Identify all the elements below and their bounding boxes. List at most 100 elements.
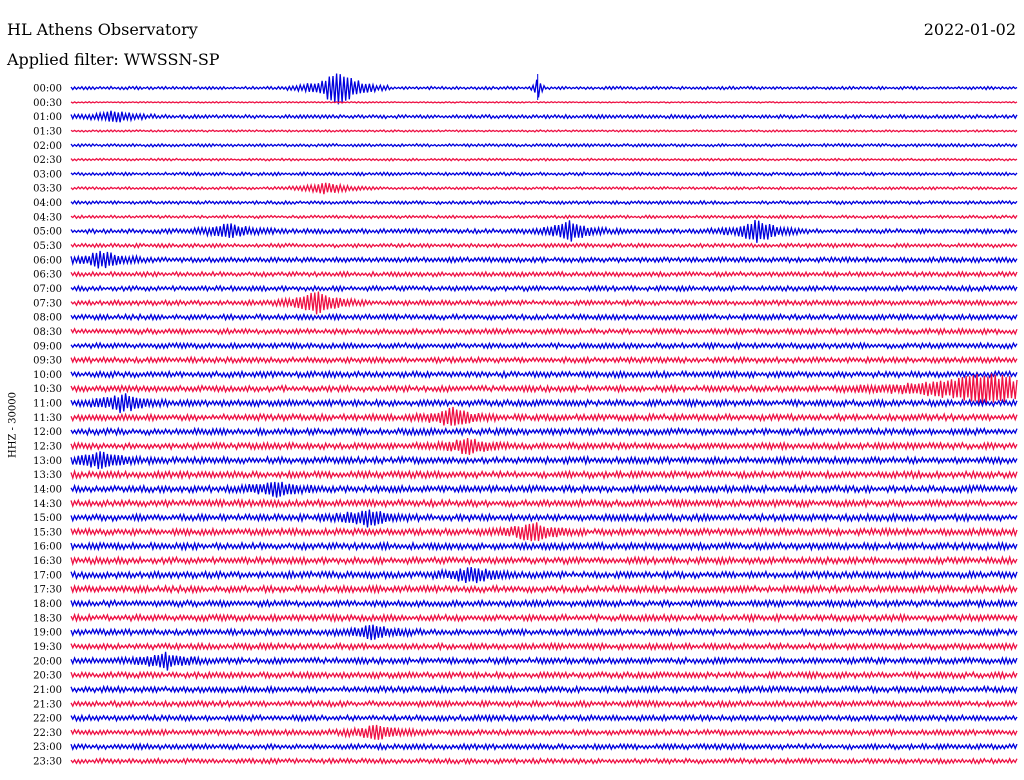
- row-time-label: 17:30: [33, 585, 62, 596]
- row-time-label: 10:30: [33, 384, 62, 395]
- filter-label: Applied filter: WWSSN-SP: [7, 50, 220, 69]
- row-time-label: 20:00: [33, 656, 62, 667]
- row-time-label: 16:30: [33, 556, 62, 567]
- row-time-label: 20:30: [33, 671, 62, 682]
- trace-row: [70, 182, 1018, 195]
- trace-row: [70, 250, 1018, 269]
- trace-row: [70, 724, 1018, 740]
- trace-row: [70, 438, 1018, 455]
- trace-row: [70, 583, 1018, 595]
- row-time-label: 05:00: [33, 227, 62, 238]
- trace-row: [70, 641, 1018, 652]
- trace-group: [70, 73, 1018, 766]
- row-time-label: 08:30: [33, 327, 62, 338]
- trace-row: [70, 242, 1018, 250]
- trace-row: [70, 426, 1018, 438]
- trace-row: [70, 100, 1018, 104]
- trace-row: [70, 756, 1018, 766]
- trace-row: [70, 170, 1018, 177]
- row-time-label: 08:00: [33, 313, 62, 324]
- trace-row: [70, 540, 1018, 552]
- row-time-label: 01:30: [33, 126, 62, 137]
- trace-row: [70, 497, 1018, 509]
- row-time-label: 05:30: [33, 241, 62, 252]
- trace-row: [70, 670, 1018, 681]
- trace-row: [70, 157, 1018, 162]
- trace-row: [70, 713, 1018, 723]
- row-time-label: 17:00: [33, 570, 62, 581]
- trace-row: [70, 742, 1018, 752]
- row-time-label: 02:30: [33, 155, 62, 166]
- row-time-label: 21:30: [33, 699, 62, 710]
- trace-row: [70, 406, 1018, 426]
- trace-row: [70, 509, 1018, 528]
- row-time-label: 18:30: [33, 613, 62, 624]
- row-time-label: 23:30: [33, 757, 62, 768]
- row-label-group: 00:00 00:30 01:00 01:30 02:00 02:30 03:00 03:30…: [33, 84, 62, 768]
- trace-row: [70, 451, 1018, 470]
- row-time-label: 01:00: [33, 112, 62, 123]
- trace-row: [70, 567, 1018, 584]
- row-time-label: 11:00: [33, 399, 62, 410]
- trace-row: [70, 270, 1018, 279]
- row-time-label: 22:00: [33, 714, 62, 725]
- row-time-label: 07:00: [33, 284, 62, 295]
- row-time-label: 15:30: [33, 527, 62, 538]
- row-time-label: 06:00: [33, 255, 62, 266]
- row-time-label: 10:00: [33, 370, 62, 381]
- row-time-label: 11:30: [33, 413, 62, 424]
- trace-row: [70, 326, 1018, 336]
- row-time-label: 07:30: [33, 298, 62, 309]
- trace-row: [70, 73, 1018, 105]
- trace-row: [70, 598, 1018, 609]
- trace-row: [70, 291, 1018, 315]
- row-time-label: 14:00: [33, 484, 62, 495]
- row-time-label: 19:00: [33, 628, 62, 639]
- row-time-label: 14:30: [33, 499, 62, 510]
- trace-row: [70, 110, 1018, 123]
- row-time-label: 23:00: [33, 742, 62, 753]
- trace-row: [70, 214, 1018, 220]
- trace-row: [70, 624, 1018, 641]
- row-time-label: 12:30: [33, 442, 62, 453]
- row-time-label: 19:30: [33, 642, 62, 653]
- row-time-label: 13:30: [33, 470, 62, 481]
- trace-row: [70, 684, 1018, 695]
- row-time-label: 21:00: [33, 685, 62, 696]
- trace-row: [70, 284, 1018, 293]
- trace-row: [70, 481, 1018, 498]
- trace-row: [70, 129, 1018, 133]
- trace-row: [70, 699, 1018, 709]
- row-time-label: 04:00: [33, 198, 62, 209]
- trace-row: [70, 554, 1018, 567]
- row-time-label: 03:00: [33, 169, 62, 180]
- trace-row: [70, 341, 1018, 351]
- row-time-label: 16:00: [33, 542, 62, 553]
- trace-row: [70, 651, 1018, 671]
- trace-row: [70, 142, 1018, 148]
- row-time-label: 13:00: [33, 456, 62, 467]
- trace-row: [70, 199, 1018, 206]
- row-time-label: 12:00: [33, 427, 62, 438]
- trace-row: [70, 355, 1018, 365]
- row-time-label: 02:00: [33, 141, 62, 152]
- row-time-label: 03:30: [33, 184, 62, 195]
- trace-row: [70, 468, 1018, 481]
- trace-row: [70, 220, 1018, 243]
- trace-row: [70, 522, 1018, 542]
- trace-row: [70, 369, 1018, 380]
- row-time-label: 09:00: [33, 341, 62, 352]
- plot-date: 2022-01-02: [923, 20, 1016, 39]
- row-time-label: 15:00: [33, 513, 62, 524]
- trace-row: [70, 373, 1018, 406]
- row-time-label: 22:30: [33, 728, 62, 739]
- row-time-label: 18:00: [33, 599, 62, 610]
- trace-row: [70, 393, 1018, 414]
- trace-row: [70, 312, 1018, 322]
- station-title: HL Athens Observatory: [7, 20, 198, 39]
- row-time-label: 09:30: [33, 356, 62, 367]
- row-time-label: 06:30: [33, 270, 62, 281]
- row-time-label: 00:00: [33, 84, 62, 95]
- row-time-label: 04:30: [33, 212, 62, 223]
